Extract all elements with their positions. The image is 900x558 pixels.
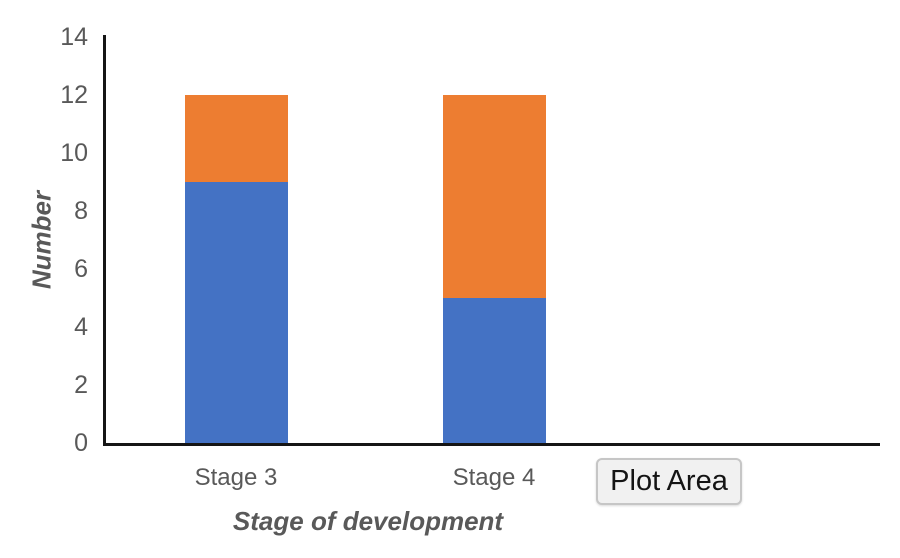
y-tick-label: 10 <box>60 139 88 167</box>
y-axis-title: Number <box>26 190 57 290</box>
bar-segment-series-blue-stage-4[interactable] <box>442 298 546 443</box>
x-axis-line <box>103 443 880 446</box>
y-tick-label: 0 <box>74 429 88 457</box>
y-tick-label: 14 <box>60 23 88 51</box>
x-category-label: Stage 3 <box>194 464 278 491</box>
bar-segment-series-orange-stage-3[interactable] <box>184 95 288 182</box>
bar-segment-series-blue-stage-3[interactable] <box>184 182 288 443</box>
y-tick-label: 2 <box>74 371 88 399</box>
plot-area-tooltip-label: Plot Area <box>610 465 728 497</box>
y-tick-label: 12 <box>60 81 88 109</box>
bar-segment-series-orange-stage-4[interactable] <box>442 95 546 298</box>
x-axis-title: Stage of development <box>232 506 504 536</box>
y-tick-label: 8 <box>74 197 88 225</box>
y-axis-line <box>103 35 106 445</box>
y-tick-label: 6 <box>74 255 88 283</box>
x-category-label: Stage 4 <box>452 464 536 491</box>
y-tick-label: 4 <box>74 313 88 341</box>
plot-area-tooltip: Plot Area <box>596 458 742 505</box>
